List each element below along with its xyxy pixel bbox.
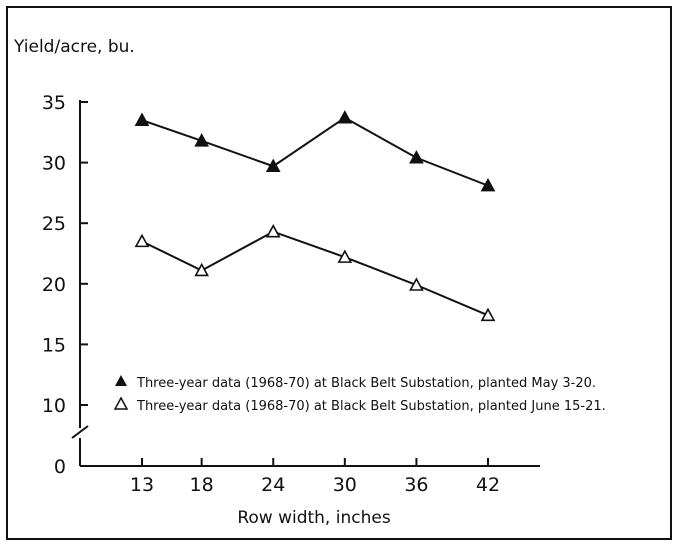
y-tick-label: 20 [42, 274, 66, 296]
y-tick-label: 0 [54, 456, 66, 478]
y-tick-label: 15 [42, 334, 66, 356]
series-1-point-13 [134, 112, 150, 126]
legend-label-series-2: Three-year data (1968-70) at Black Belt … [136, 399, 606, 414]
x-axis-title: Row width, inches [237, 508, 391, 528]
series-2-point-42 [480, 307, 496, 322]
legend-marker-open-triangle [113, 396, 129, 410]
y-ticks: 0 10 15 20 25 30 35 [42, 92, 88, 478]
x-tick-label: 42 [476, 474, 500, 496]
series-1-point-36 [409, 150, 424, 164]
y-tick-label: 10 [42, 395, 66, 417]
series-1-line [141, 116, 489, 187]
axis-break-mark [71, 425, 89, 439]
y-tick-label: 25 [42, 213, 66, 235]
y-tick-label: 35 [42, 92, 66, 114]
x-tick-label: 30 [333, 474, 357, 496]
x-tick-label: 36 [404, 474, 428, 496]
series-2-line [141, 230, 489, 317]
x-tick-label: 13 [130, 474, 154, 496]
legend-marker-filled-triangle [115, 375, 127, 386]
series-1-point-24 [265, 158, 281, 173]
series-2-point-30 [337, 249, 353, 263]
y-tick-label: 30 [42, 153, 66, 175]
legend: Three-year data (1968-70) at Black Belt … [113, 375, 606, 414]
series-1-point-30 [337, 110, 353, 124]
chart-frame [6, 6, 672, 540]
x-tick-label: 24 [261, 474, 285, 496]
series-2-point-36 [409, 277, 424, 291]
series-2-point-18 [194, 262, 210, 277]
series-1-point-42 [480, 177, 496, 192]
series-1-point-18 [194, 133, 210, 147]
y-axis-title: Yield/acre, bu. [13, 37, 135, 57]
legend-label-series-1: Three-year data (1968-70) at Black Belt … [136, 376, 596, 391]
series-layer [134, 110, 496, 322]
x-ticks: 13 18 24 30 36 42 [130, 458, 500, 496]
x-tick-label: 18 [190, 474, 214, 496]
series-2-point-13 [134, 233, 150, 248]
series-2-point-24 [265, 224, 281, 238]
